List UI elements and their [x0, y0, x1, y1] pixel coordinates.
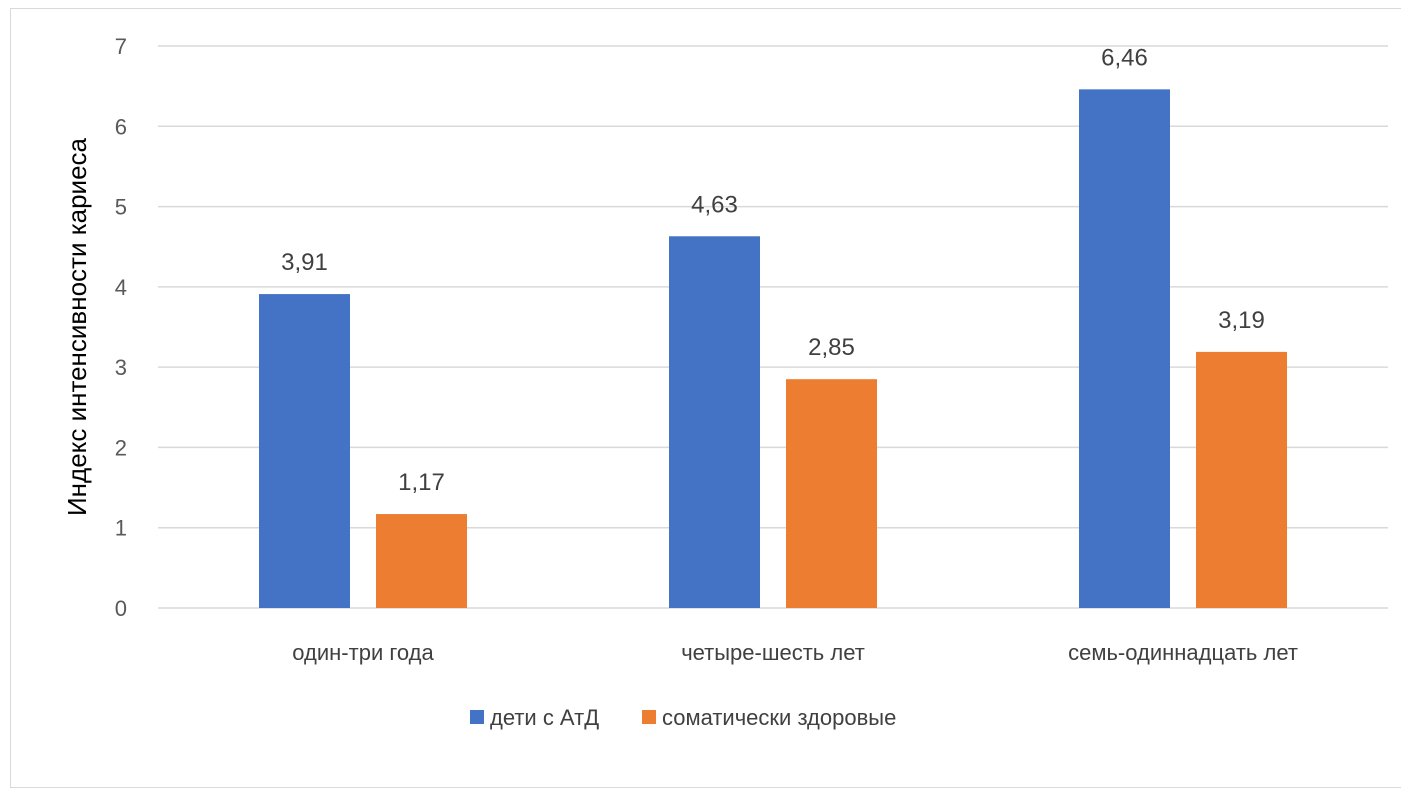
category-label: семь-одиннадцать лет — [1068, 640, 1298, 665]
y-tick-label: 4 — [115, 275, 127, 300]
bar-atd-0 — [259, 294, 350, 608]
bar-healthy-2 — [1196, 351, 1287, 608]
gridlines — [158, 45, 1388, 609]
legend-label-atd: дети с АтД — [490, 705, 599, 730]
y-tick-label: 5 — [115, 195, 127, 220]
legend: дети с АтД соматически здоровые — [470, 705, 896, 730]
y-axis-title: Индекс интенсивности кариеса — [62, 137, 92, 516]
bar-atd-1 — [669, 236, 760, 608]
y-tick-label: 0 — [115, 596, 127, 621]
x-axis-categories: один-три года четыре-шесть лет семь-одинна… — [292, 640, 1298, 665]
y-tick-label: 7 — [115, 34, 127, 59]
data-labels: 3,91 1,17 4,63 2,85 6,46 3,19 — [281, 44, 1265, 496]
category-label: четыре-шесть лет — [681, 640, 865, 665]
bars — [259, 89, 1287, 608]
data-label: 3,91 — [281, 249, 328, 276]
bar-chart: 0 1 2 3 4 5 6 7 3,91 1,17 4,63 2,85 6,46 3,19 один-т… — [62, 34, 1388, 730]
data-label: 4,63 — [691, 191, 738, 218]
legend-swatch-healthy — [642, 710, 656, 724]
data-label: 1,17 — [398, 469, 445, 496]
data-label: 2,85 — [808, 334, 855, 361]
y-axis-ticks: 0 1 2 3 4 5 6 7 — [115, 34, 127, 621]
data-label: 3,19 — [1218, 307, 1265, 334]
bar-healthy-1 — [786, 379, 877, 608]
legend-swatch-atd — [470, 710, 484, 724]
y-tick-label: 3 — [115, 355, 127, 380]
data-label: 6,46 — [1101, 44, 1148, 71]
category-label: один-три года — [292, 640, 434, 665]
y-tick-label: 6 — [115, 114, 127, 139]
bar-healthy-0 — [376, 514, 467, 608]
y-tick-label: 2 — [115, 435, 127, 460]
legend-label-healthy: соматически здоровые — [662, 705, 896, 730]
bar-atd-2 — [1079, 89, 1170, 608]
y-tick-label: 1 — [115, 516, 127, 541]
